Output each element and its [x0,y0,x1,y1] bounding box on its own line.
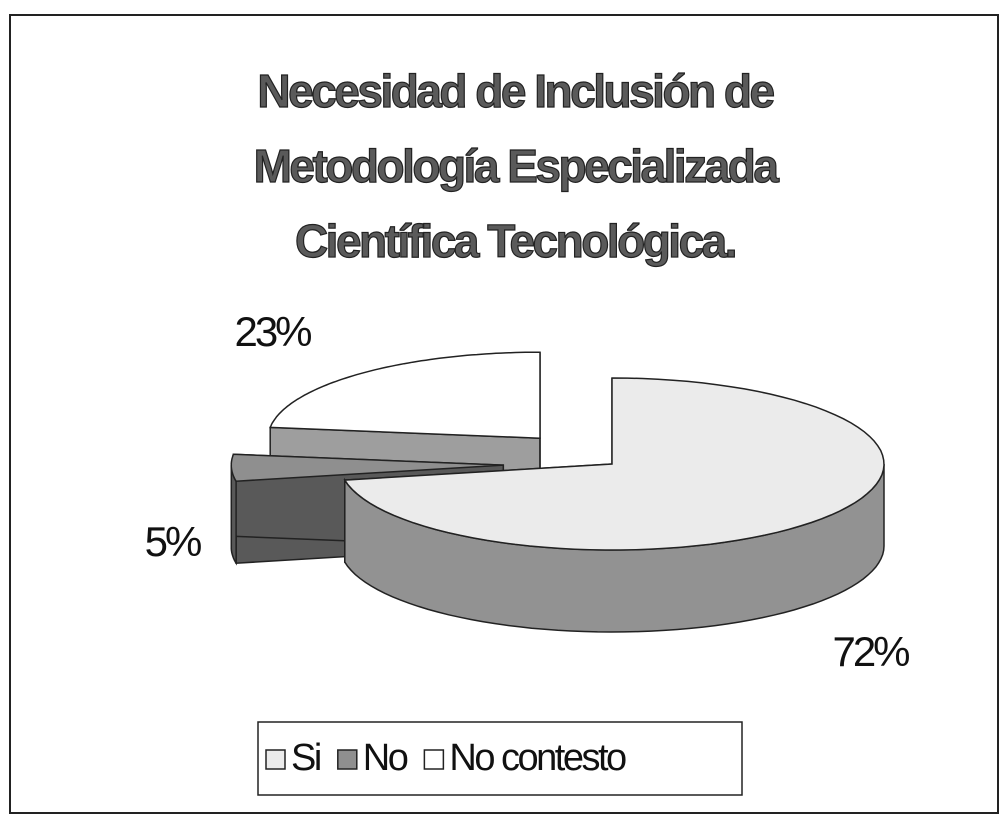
legend-label: No [363,737,408,779]
data-label: 72% [832,628,909,675]
chart-title: Científica Tecnológica. [295,215,735,267]
slice [343,377,885,551]
data-label: 5% [145,518,201,565]
legend-label: No contesto [449,737,626,779]
slice [269,351,541,439]
legend-label: Si [291,737,320,779]
chart-title: Metodología Especializada [254,140,780,192]
legend-swatch [265,749,286,770]
chart-title: Necesidad de Inclusión de [257,65,774,117]
legend-swatch [337,749,358,770]
legend-swatch [423,749,445,770]
slice [230,453,504,482]
data-label: 23% [234,308,311,355]
